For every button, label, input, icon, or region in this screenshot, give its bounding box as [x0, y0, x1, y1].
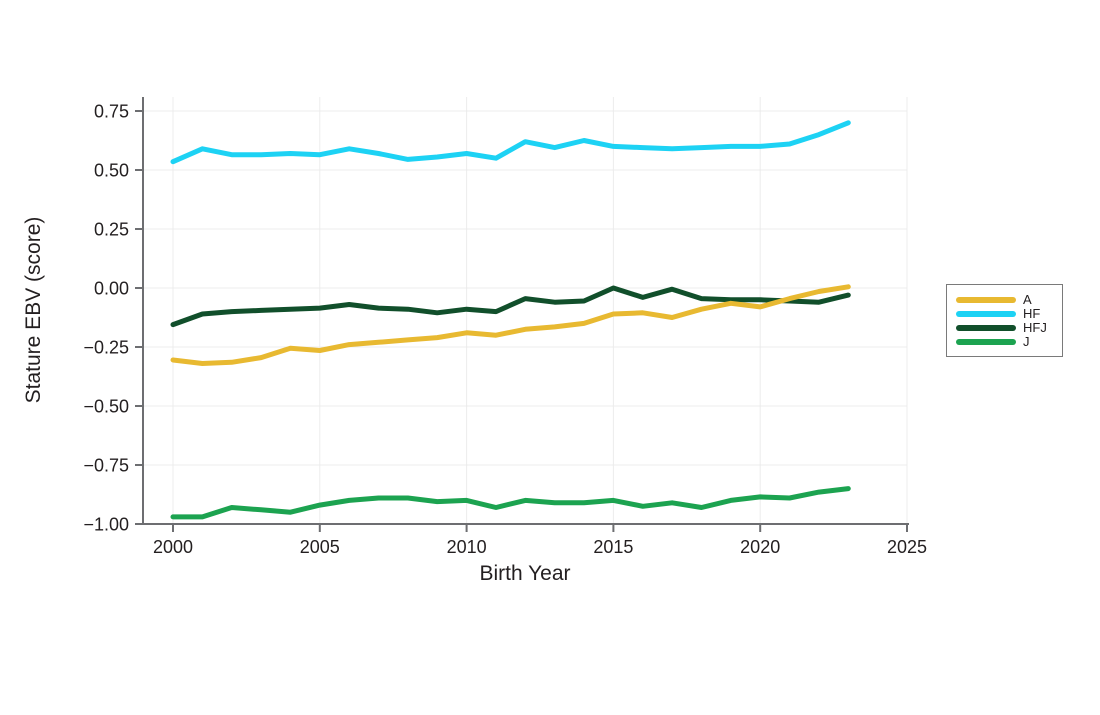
legend-label: HF	[1023, 306, 1041, 321]
legend-label: J	[1023, 334, 1030, 349]
legend-swatch-j	[956, 338, 1016, 345]
legend-label: HFJ	[1023, 320, 1047, 335]
series-line-hf	[170, 120, 851, 165]
x-tick-label: 2015	[593, 537, 633, 557]
legend-item-hfj: HFJ	[956, 321, 1053, 334]
x-axis-title: Birth Year	[479, 562, 570, 585]
y-tick-label: −0.50	[83, 397, 129, 417]
x-tick-label: 2005	[300, 537, 340, 557]
data-series	[170, 120, 851, 520]
series-line-hfj	[170, 285, 851, 328]
x-tick-label: 2000	[153, 537, 193, 557]
legend-swatch-a	[956, 296, 1016, 303]
legend-label: A	[1023, 292, 1032, 307]
gridlines	[143, 97, 908, 525]
y-tick-label: −1.00	[83, 515, 129, 535]
y-tick-label: 0.00	[94, 279, 129, 299]
y-axis-title: Stature EBV (score)	[22, 217, 45, 404]
y-tick-label: 0.50	[94, 161, 129, 181]
y-tick-label: 0.25	[94, 220, 129, 240]
x-tick-label: 2010	[447, 537, 487, 557]
series-line-a	[170, 284, 851, 366]
legend: A HF HFJ J	[946, 284, 1063, 357]
legend-swatch-hfj	[956, 324, 1016, 331]
legend-item-a: A	[956, 293, 1053, 306]
series-line-j	[170, 486, 851, 520]
y-tick-label: −0.75	[83, 456, 129, 476]
legend-item-hf: HF	[956, 307, 1053, 320]
y-tick-label: −0.25	[83, 338, 129, 358]
legend-item-j: J	[956, 335, 1053, 348]
y-tick-label: 0.75	[94, 102, 129, 122]
x-tick-label: 2020	[740, 537, 780, 557]
legend-swatch-hf	[956, 310, 1016, 317]
axes: 0.75 0.50 0.25 0.00 −0.25 −0.50 −0.75 −1.00 2000…	[83, 97, 927, 557]
x-tick-label: 2025	[887, 537, 927, 557]
